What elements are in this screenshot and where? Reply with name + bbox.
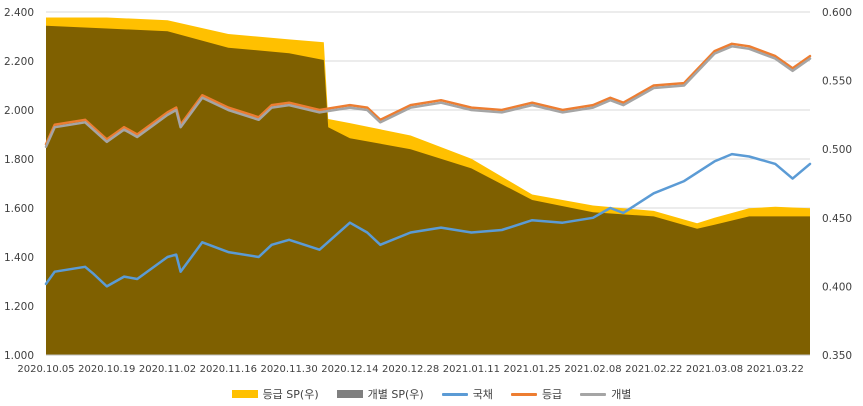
x-tick-label-7: 2021.01.11: [443, 364, 500, 375]
x-tick-label-9: 2021.02.08: [564, 364, 621, 375]
legend: 등급 SP(우) 개별 SP(우) 국채 등급 개별: [0, 385, 863, 403]
x-tick-label-4: 2020.11.30: [260, 364, 317, 375]
legend-label-indiv-sp: 개별 SP(우): [367, 388, 424, 401]
legend-swatch-govt: [441, 392, 468, 396]
y-left-tick-label-0: 1.000: [4, 350, 34, 362]
y-left-tick-label-2: 1.400: [4, 252, 34, 264]
line-series-layer: [44, 42, 812, 288]
legend-label-grade-sp: 등급 SP(우): [262, 388, 319, 401]
legend-swatch-indiv: [580, 392, 607, 396]
y-left-tick-label-5: 2.000: [4, 105, 34, 117]
legend-item-indiv: 개별: [580, 386, 631, 402]
y-right-tick-label-1: 0.400: [822, 281, 852, 293]
legend-swatch-grade-sp: [231, 390, 258, 398]
x-tick-label-6: 2020.12.28: [382, 364, 439, 375]
y-left-tick-label-1: 1.200: [4, 301, 34, 313]
y-right-tick-label-0: 0.350: [822, 350, 852, 362]
legend-label-grade: 등급: [541, 388, 563, 401]
legend-swatch-indiv-sp: [336, 390, 363, 398]
legend-swatch-grade: [510, 392, 537, 396]
y-left-tick-label-4: 1.800: [4, 154, 34, 166]
y-right-tick-label-5: 0.600: [822, 7, 852, 19]
x-tick-label-10: 2021.02.22: [625, 364, 682, 375]
x-tick-label-0: 2020.10.05: [17, 364, 74, 375]
area-indiv-sp: [46, 25, 810, 355]
line-indiv: [44, 45, 812, 148]
axes: 1.000 1.200 1.400 1.600 1.800 2.000 2.200 2.400…: [4, 7, 852, 375]
x-tick-label-3: 2020.11.16: [200, 364, 257, 375]
line-govt: [44, 152, 812, 288]
legend-item-indiv-sp: 개별 SP(우): [336, 386, 424, 402]
x-tick-label-11: 2021.03.08: [686, 364, 743, 375]
area-series-layer: [46, 17, 810, 355]
x-tick-label-1: 2020.10.19: [78, 364, 135, 375]
x-tick-label-8: 2021.01.25: [504, 364, 561, 375]
legend-label-indiv: 개별: [611, 388, 632, 401]
y-right-tick-label-2: 0.450: [822, 213, 852, 225]
x-tick-label-12: 2021.03.22: [747, 364, 804, 375]
legend-item-grade-sp: 등급 SP(우): [231, 386, 319, 402]
y-left-tick-label-3: 1.600: [4, 203, 34, 215]
x-tick-label-5: 2020.12.14: [321, 364, 378, 375]
y-left-tick-label-7: 2.400: [4, 7, 34, 19]
y-right-tick-label-4: 0.550: [822, 76, 852, 88]
y-left-tick-label-6: 2.200: [4, 56, 34, 68]
legend-item-govt: 국채: [441, 386, 493, 402]
y-right-tick-label-3: 0.500: [822, 144, 852, 156]
legend-label-govt: 국채: [472, 388, 493, 401]
legend-item-grade: 등급: [510, 386, 563, 402]
chart-svg: 1.000 1.200 1.400 1.600 1.800 2.000 2.200 2.400…: [4, 7, 852, 375]
x-tick-label-2: 2020.11.02: [139, 364, 196, 375]
line-grade: [44, 42, 812, 146]
